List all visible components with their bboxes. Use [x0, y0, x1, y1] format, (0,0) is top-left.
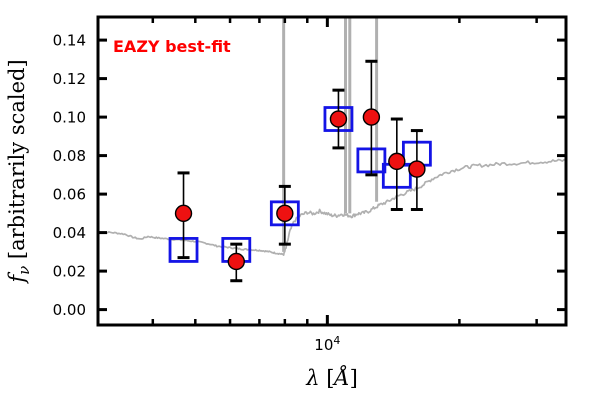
eazy-best-fit-annotation: EAZY best-fit	[113, 37, 231, 56]
y-axis-tick-label: 0.12	[53, 70, 86, 88]
observed-photometry-point	[388, 152, 406, 171]
photometry-layer	[168, 59, 432, 283]
y-axis-tick-label: 0.02	[53, 263, 86, 281]
x-axis-ticks	[151, 17, 538, 325]
observed-photometry-point	[276, 204, 294, 223]
best-fit-spectrum-layer	[98, 17, 566, 256]
observed-photometry-point	[329, 110, 348, 128]
observed-photometry-point	[362, 108, 381, 126]
observed-photometry-point	[408, 160, 426, 178]
y-axis-tick-label: 0.08	[53, 147, 86, 165]
errorbar-group	[177, 59, 423, 283]
x-axis-title: λ [Å]	[305, 365, 358, 390]
y-axis-tick-label: 0.04	[53, 224, 86, 242]
y-axis-tick-label: 0.14	[53, 32, 86, 50]
y-axis-tick-label: 0.06	[53, 186, 86, 204]
observed-photometry-point	[227, 252, 245, 271]
y-axis-tick-label: 0.00	[53, 301, 86, 319]
axes-frame	[96, 15, 568, 327]
y-axis-tick-label: 0.10	[53, 109, 86, 127]
observed-photometry-group	[174, 108, 426, 271]
best-fit-spectrum-line	[98, 158, 566, 256]
observed-photometry-point	[174, 204, 193, 223]
y-axis-title: fν [arbitrarily scaled]	[5, 59, 33, 284]
y-axis-tick-labels: 0.00 0.02 0.04 0.06 0.08 0.10 0.12 0.14	[53, 32, 86, 320]
axes-spines	[96, 15, 568, 327]
y-axis-ticks	[98, 38, 566, 312]
x-axis-tick-label-1e4: 104	[314, 334, 340, 354]
x-axis-tick-label-group: 104	[314, 334, 340, 354]
